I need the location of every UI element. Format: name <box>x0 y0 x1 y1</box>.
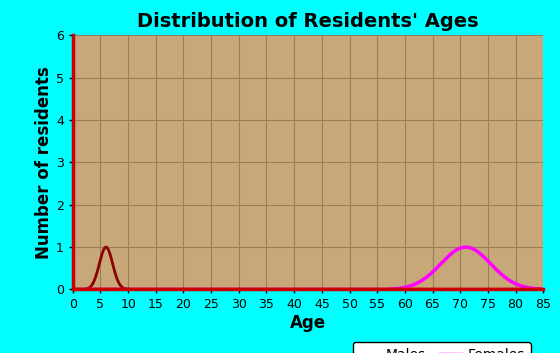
Title: Distribution of Residents' Ages: Distribution of Residents' Ages <box>137 12 479 31</box>
X-axis label: Age: Age <box>290 314 326 332</box>
Y-axis label: Number of residents: Number of residents <box>35 66 53 259</box>
Legend: Males, Females: Males, Females <box>353 342 531 353</box>
